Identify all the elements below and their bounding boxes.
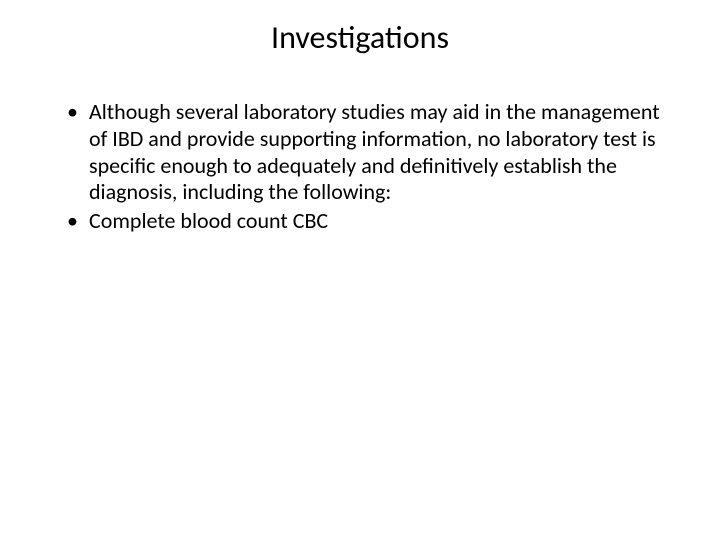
bullet-list: Although several laboratory studies may …	[45, 99, 675, 235]
list-item: Although several laboratory studies may …	[67, 99, 675, 206]
slide-title: Investigations	[45, 18, 675, 57]
slide-container: Investigations Although several laborato…	[0, 0, 720, 540]
list-item: Complete blood count CBC	[67, 208, 675, 235]
